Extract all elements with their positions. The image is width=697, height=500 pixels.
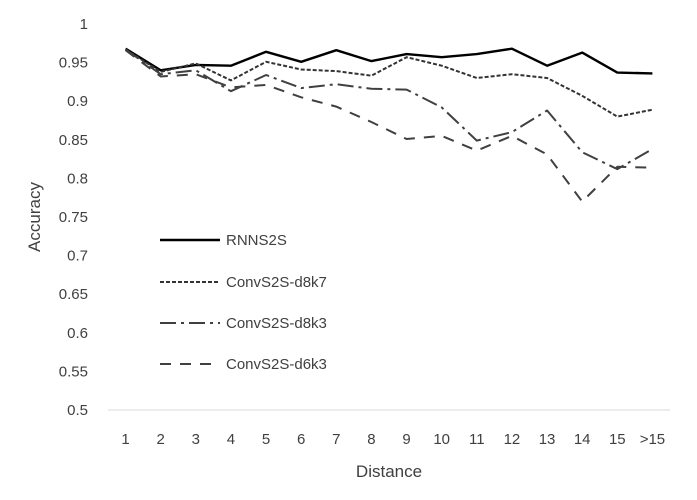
x-tick-label: 1: [121, 431, 129, 448]
y-tick-label: 0.9: [67, 93, 88, 110]
x-tick-label: 6: [297, 431, 305, 448]
legend-label: ConvS2S-d8k3: [226, 315, 327, 332]
x-axis-title: Distance: [356, 462, 422, 481]
legend: RNNS2S ConvS2S-d8k7 ConvS2S-d8k3 ConvS2S-d6…: [160, 232, 327, 373]
x-tick-label: 13: [539, 431, 556, 448]
y-tick-label: 1: [80, 16, 88, 33]
series-line-rnns2s: [124, 47, 653, 75]
legend-label: ConvS2S-d6k3: [226, 356, 327, 373]
y-tick-label: 0.8: [67, 170, 88, 187]
x-axis-ticks: 1 2 3 4 5 6 7 8 9 10 11 12 13 14 15 >15: [121, 431, 665, 448]
y-tick-label: 0.7: [67, 248, 88, 265]
x-tick-label: 5: [262, 431, 270, 448]
series-line-convs2s-d8k3: [125, 48, 653, 171]
y-tick-label: 0.65: [59, 286, 88, 303]
series-layer: [124, 47, 653, 203]
y-tick-label: 0.6: [67, 325, 88, 342]
x-tick-label: 11: [469, 431, 485, 448]
x-tick-label: >15: [640, 431, 665, 448]
x-tick-label: 3: [192, 431, 200, 448]
y-tick-label: 0.75: [59, 209, 88, 226]
x-tick-label: 4: [227, 431, 235, 448]
legend-label: ConvS2S-d8k7: [226, 274, 327, 291]
y-axis-ticks: 0.5 0.55 0.6 0.65 0.7 0.75 0.8 0.85 0.9 0.95 1: [59, 16, 88, 419]
legend-label: RNNS2S: [226, 232, 287, 249]
x-tick-label: 10: [433, 431, 450, 448]
x-tick-label: 9: [402, 431, 410, 448]
y-axis-title: Accuracy: [25, 182, 44, 252]
series-line-convs2s-d8k7: [125, 48, 653, 118]
series-line-convs2s-d6k3: [125, 49, 653, 203]
y-tick-label: 0.95: [59, 55, 88, 72]
y-tick-label: 0.85: [59, 132, 88, 149]
x-tick-label: 2: [157, 431, 165, 448]
x-tick-label: 7: [332, 431, 340, 448]
y-tick-label: 0.55: [59, 363, 88, 380]
x-tick-label: 8: [367, 431, 375, 448]
y-tick-label: 0.5: [67, 402, 88, 419]
x-tick-label: 15: [609, 431, 626, 448]
x-tick-label: 12: [504, 431, 521, 448]
x-tick-label: 14: [574, 431, 591, 448]
